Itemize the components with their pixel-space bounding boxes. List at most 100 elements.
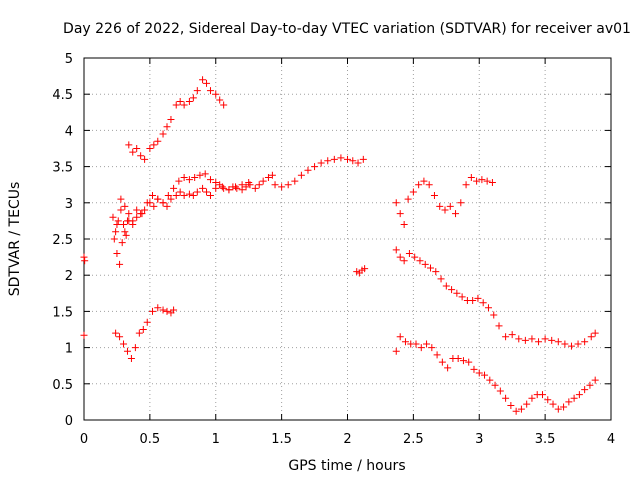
- y-axis-title: SDTVAR / TECUs: [7, 182, 23, 297]
- data-point-s4: [133, 213, 141, 221]
- data-point-s7: [112, 329, 120, 337]
- data-point-s6: [150, 141, 158, 149]
- data-point-s10: [452, 210, 460, 218]
- data-point-s11: [479, 299, 487, 307]
- data-point-s4: [109, 213, 117, 221]
- data-point-s6: [163, 123, 171, 131]
- data-point-s5: [138, 210, 146, 218]
- data-point-s8: [284, 181, 292, 189]
- data-point-s4: [268, 171, 276, 179]
- data-point-s6: [125, 141, 133, 149]
- data-point-s4: [220, 184, 228, 192]
- data-point-s10: [392, 199, 400, 207]
- data-point-s11: [484, 304, 492, 312]
- data-point-s12: [549, 400, 557, 408]
- data-point-s6: [199, 76, 207, 84]
- data-point-s8: [311, 163, 319, 171]
- data-point-s6: [137, 152, 145, 160]
- data-point-s5: [225, 186, 233, 194]
- data-point-s8: [304, 166, 312, 174]
- data-point-s4: [120, 221, 128, 229]
- y-tick-label: 3.5: [52, 161, 73, 176]
- data-point-s4: [114, 217, 122, 225]
- data-point-s10: [488, 179, 496, 187]
- data-point-s11: [548, 336, 556, 344]
- data-point-s12: [496, 387, 504, 395]
- data-point-s12: [581, 386, 589, 394]
- data-point-s6: [176, 97, 184, 105]
- data-point-s5: [170, 184, 178, 192]
- data-point-s11: [574, 340, 582, 348]
- data-point-s6: [133, 145, 141, 152]
- data-point-s8: [337, 154, 345, 162]
- data-point-s5: [164, 192, 172, 200]
- data-point-s11: [458, 293, 466, 301]
- data-point-s4: [242, 183, 250, 191]
- data-point-s6: [159, 130, 167, 138]
- data-point-s4: [180, 192, 188, 200]
- x-tick-label: 2.5: [403, 432, 424, 447]
- y-tick-label: 3: [65, 197, 73, 212]
- data-point-s12: [554, 405, 562, 413]
- data-point-s12: [591, 376, 599, 384]
- data-point-s5: [175, 177, 183, 185]
- data-point-s6: [154, 137, 162, 145]
- data-point-s7: [131, 344, 139, 352]
- data-point-s12: [586, 381, 594, 389]
- data-point-s11: [561, 340, 569, 348]
- chart-title: Day 226 of 2022, Sidereal Day-to-day VTE…: [63, 21, 631, 37]
- data-point-s12: [538, 391, 546, 399]
- data-point-s12: [475, 369, 483, 377]
- data-point-s11: [453, 289, 461, 297]
- data-point-s4: [112, 228, 120, 236]
- data-point-s6: [141, 155, 149, 163]
- data-point-s5: [149, 192, 157, 200]
- data-point-s7: [159, 306, 167, 314]
- y-tick-labels: 0 0.5 1 1.5 2 2.5 3 3.5 4 4.5 5: [52, 52, 73, 429]
- data-point-s6: [203, 79, 211, 87]
- data-point-s12: [570, 394, 578, 402]
- x-tick-label: 1: [212, 432, 220, 447]
- x-tick-label: 1.5: [271, 432, 292, 447]
- data-point-s12: [417, 344, 425, 352]
- data-point-s5: [196, 171, 204, 179]
- data-point-s12: [507, 402, 515, 410]
- data-point-s6: [180, 101, 188, 109]
- data-point-s7: [123, 347, 131, 355]
- data-point-s12: [523, 400, 531, 408]
- data-point-s4: [141, 206, 149, 214]
- data-point-s11: [495, 322, 503, 330]
- data-point-s11: [448, 286, 456, 294]
- data-point-s4: [251, 184, 259, 192]
- data-point-s3: [110, 235, 118, 243]
- data-point-s4: [206, 192, 214, 200]
- data-point-s11: [490, 311, 498, 319]
- data-point-s11: [541, 335, 549, 343]
- data-point-s12: [512, 407, 520, 415]
- data-point-s8: [349, 157, 357, 165]
- data-point-s4: [255, 181, 263, 189]
- data-point-s10: [441, 206, 449, 214]
- data-point-s5: [245, 179, 253, 187]
- y-tick-label: 4: [65, 124, 73, 139]
- data-point-s12: [454, 354, 462, 362]
- data-point-s8: [317, 159, 325, 167]
- data-point-s4: [150, 202, 158, 210]
- data-point-s10: [446, 202, 454, 210]
- data-point-s11: [469, 297, 477, 305]
- data-point-s12: [459, 357, 467, 365]
- data-point-s5: [154, 195, 162, 203]
- y-tick-label: 0.5: [52, 378, 73, 393]
- data-point-s7: [149, 307, 157, 315]
- data-point-s12: [528, 394, 536, 402]
- data-point-s11: [421, 260, 429, 268]
- data-point-s1: [80, 253, 88, 261]
- y-tick-label: 2.5: [52, 233, 73, 248]
- data-points: [80, 76, 599, 415]
- data-point-s12: [502, 394, 510, 402]
- data-point-s12: [470, 365, 478, 373]
- data-point-s7: [163, 307, 171, 315]
- data-point-s3: [121, 228, 129, 236]
- data-point-s4: [122, 231, 130, 239]
